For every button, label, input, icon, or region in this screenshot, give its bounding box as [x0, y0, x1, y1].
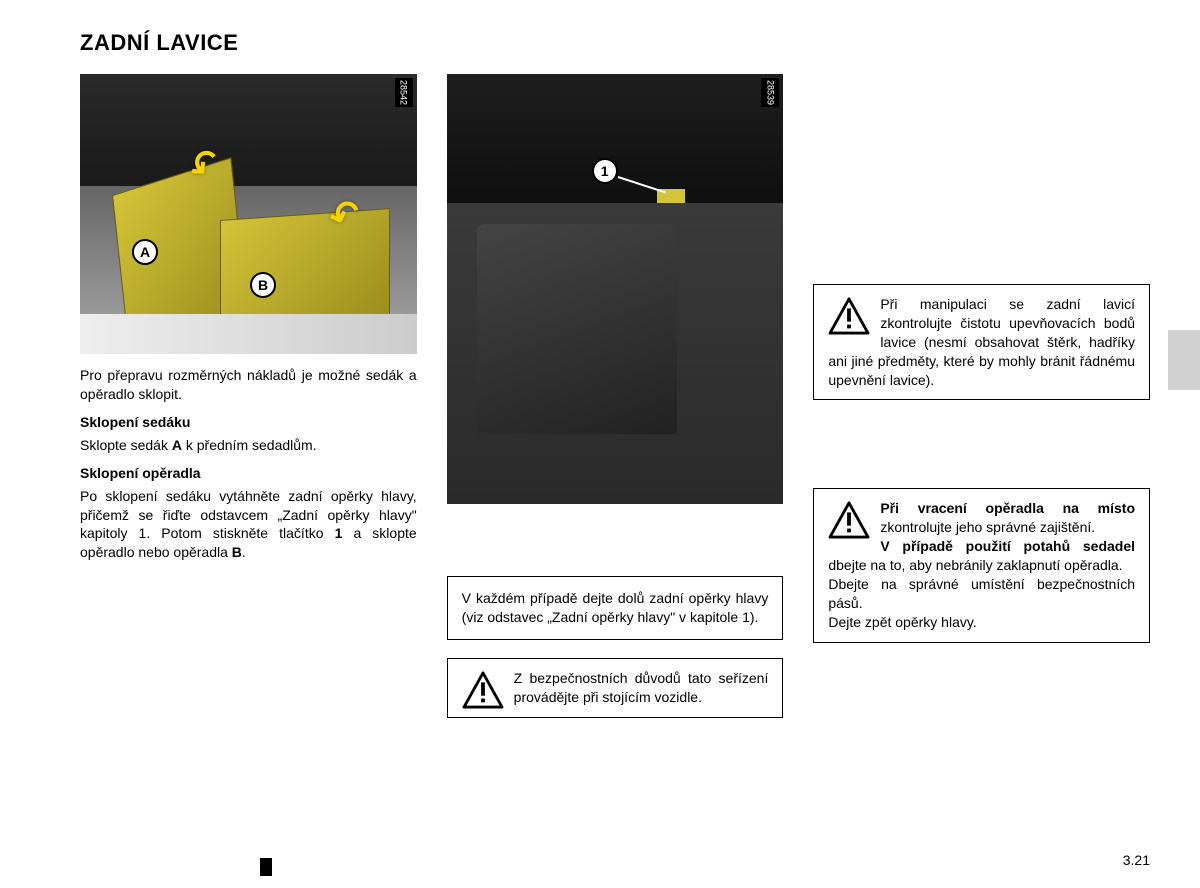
column-1: 28542 ↶ ↶ A B Pro přepravu rozměrných ná…	[80, 74, 417, 736]
info-text: V každém případě dejte dolů zadní opěrky…	[462, 590, 769, 625]
warning-box-1: Z bezpečnostních důvodů tato seřízení pr…	[447, 658, 784, 718]
figure-1-badge: 28542	[395, 78, 413, 107]
thumb-tab	[1168, 330, 1200, 390]
para-2: Po sklopení sedáku vytáhněte zadní opěrk…	[80, 487, 417, 563]
bold-text: Při vracení opěradla na místo	[880, 500, 1135, 516]
callout-line	[617, 176, 665, 193]
warning-box-2: Při manipulaci se zadní lavicí zkontrolu…	[813, 284, 1150, 400]
content-columns: 28542 ↶ ↶ A B Pro přepravu rozměrných ná…	[80, 74, 1150, 736]
bold-ref: A	[172, 437, 182, 453]
bold-text: V případě použití potahů sedadel	[880, 538, 1135, 554]
subhead-2: Sklopení opěradla	[80, 465, 417, 481]
intro-text: Pro přepravu rozměrných nákladů je možné…	[80, 366, 417, 404]
warning-icon	[462, 671, 504, 709]
figure-1: 28542 ↶ ↶ A B	[80, 74, 417, 354]
column-2: 28539 1 V každém případě dejte dolů zadn…	[447, 74, 784, 736]
column-3: Při manipulaci se zadní lavicí zkontrolu…	[813, 74, 1150, 736]
warning-text: Při manipulaci se zadní lavicí zkontrolu…	[828, 296, 1135, 388]
page-title: ZADNÍ LAVICE	[80, 30, 1150, 56]
warning-icon	[828, 297, 870, 335]
page-number: 3.21	[1123, 852, 1150, 868]
text: Dejte zpět opěrky hlavy.	[828, 614, 976, 630]
subhead-1: Sklopení sedáku	[80, 414, 417, 430]
text: dbejte na to, aby nebránily zaklapnutí o…	[828, 557, 1122, 573]
callout-b: B	[250, 272, 276, 298]
warning-text: Z bezpečnostních důvodů tato seřízení pr…	[514, 670, 769, 705]
text: Sklopte sedák	[80, 437, 172, 453]
callout-a: A	[132, 239, 158, 265]
warning-icon	[828, 501, 870, 539]
footer-mark	[260, 858, 272, 876]
para-1: Sklopte sedák A k předním sedadlům.	[80, 436, 417, 455]
callout-1: 1	[592, 158, 618, 184]
bold-ref: B	[232, 544, 242, 560]
text: k předním sedadlům.	[182, 437, 317, 453]
warning-box-3: Při vracení opěradla na místo zkontroluj…	[813, 488, 1150, 642]
info-box-1: V každém případě dejte dolů zadní opěrky…	[447, 576, 784, 640]
text: zkontrolujte jeho správné zajištění.	[880, 519, 1095, 535]
figure-2-badge: 28539	[761, 78, 779, 107]
text: Dbejte na správné umístění bezpečnostníc…	[828, 576, 1135, 611]
figure-2: 28539 1	[447, 74, 784, 504]
text: .	[242, 544, 246, 560]
